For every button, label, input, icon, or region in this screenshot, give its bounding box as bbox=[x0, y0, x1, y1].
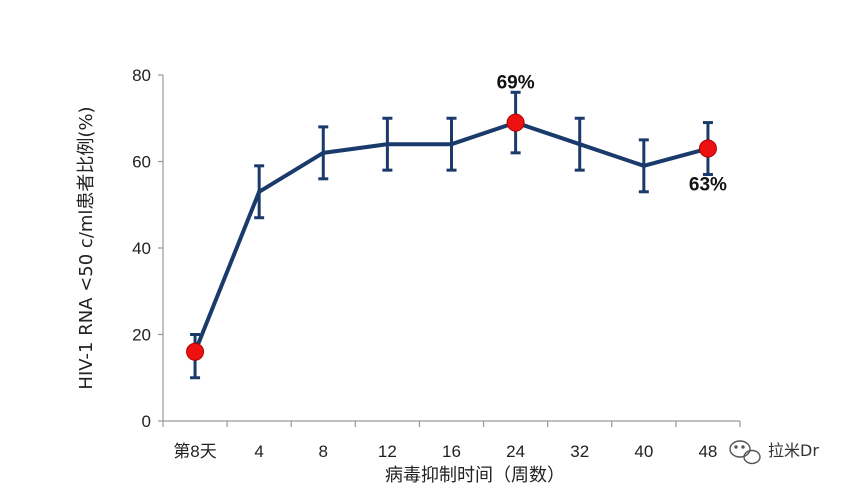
data-annotation: 69% bbox=[497, 73, 535, 94]
data-point bbox=[577, 142, 582, 147]
highlight-point bbox=[698, 139, 717, 158]
x-tick-label: 24 bbox=[506, 442, 525, 461]
y-ticks: 0 20 40 60 80 bbox=[132, 66, 163, 431]
x-tick-label: 4 bbox=[254, 442, 263, 461]
y-axis-title: HIV-1 RNA <50 c/ml患者比例(%) bbox=[76, 106, 97, 389]
x-tick-label: 48 bbox=[698, 442, 717, 461]
wechat-bubble-icon bbox=[729, 440, 761, 465]
x-tick-label: 32 bbox=[570, 442, 589, 461]
watermark-text: 拉米Dr bbox=[768, 441, 819, 460]
data-point bbox=[641, 163, 646, 168]
x-tick-label: 40 bbox=[634, 442, 653, 461]
y-tick-label: 60 bbox=[132, 153, 151, 172]
x-ticks: 第8天 4 8 12 16 24 32 40 48 bbox=[162, 421, 741, 461]
data-point bbox=[385, 142, 390, 147]
highlight-point bbox=[506, 113, 525, 132]
x-tick-label: 12 bbox=[378, 442, 397, 461]
x-axis-title: 病毒抑制时间（周数） bbox=[385, 465, 565, 486]
y-tick-label: 0 bbox=[142, 412, 151, 431]
watermark: 拉米Dr bbox=[729, 440, 819, 465]
y-tick-label: 80 bbox=[132, 66, 151, 85]
data-point bbox=[449, 142, 454, 147]
y-tick-label: 40 bbox=[132, 239, 151, 258]
x-tick-label: 第8天 bbox=[173, 442, 216, 461]
series bbox=[186, 90, 717, 380]
data-annotation: 63% bbox=[689, 175, 727, 196]
x-tick-label: 8 bbox=[319, 442, 328, 461]
annotations: 69% 63% bbox=[497, 73, 727, 196]
x-tick-label: 16 bbox=[442, 442, 461, 461]
highlight-point bbox=[186, 342, 205, 361]
data-point bbox=[257, 189, 262, 194]
y-tick-label: 20 bbox=[132, 326, 151, 345]
data-point bbox=[321, 150, 326, 155]
